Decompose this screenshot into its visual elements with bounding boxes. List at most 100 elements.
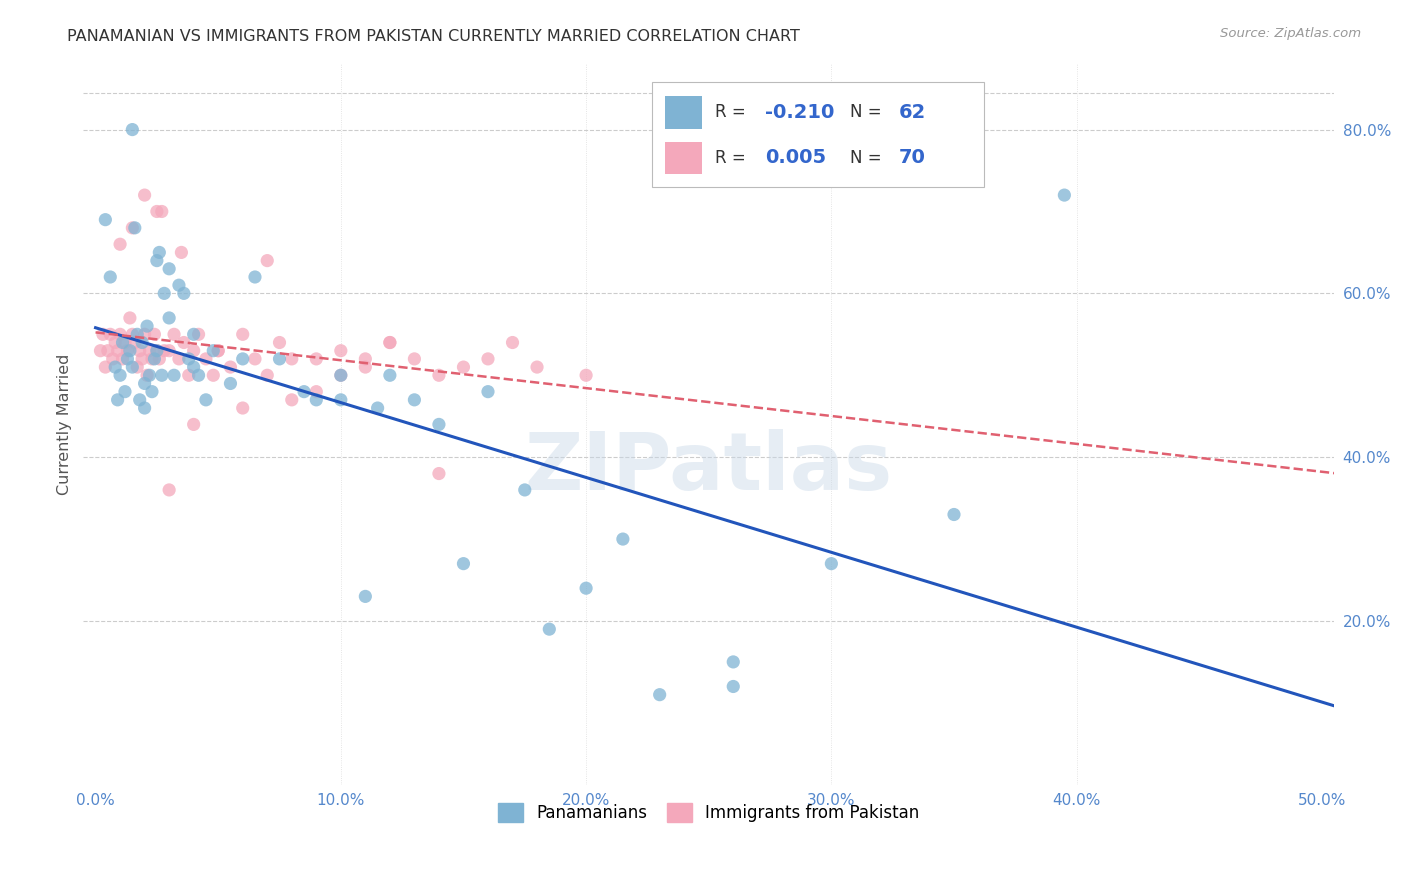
Point — [91, 327, 114, 342]
Point — [148, 351, 170, 366]
Text: R =: R = — [716, 103, 745, 121]
Point — [134, 327, 156, 342]
Point — [131, 351, 153, 366]
Point — [232, 327, 254, 342]
Point — [153, 343, 176, 358]
Point — [177, 351, 200, 366]
Point — [170, 245, 193, 260]
Bar — [665, 96, 703, 128]
Point — [427, 467, 450, 481]
Text: Source: ZipAtlas.com: Source: ZipAtlas.com — [1220, 27, 1361, 40]
Point — [150, 368, 173, 383]
Point — [329, 392, 352, 407]
Text: -0.210: -0.210 — [765, 103, 834, 122]
Point — [538, 622, 561, 636]
Point — [153, 286, 176, 301]
Point — [453, 360, 475, 375]
Text: 62: 62 — [898, 103, 927, 122]
Point — [107, 392, 129, 407]
Point — [138, 368, 160, 383]
Point — [94, 212, 117, 227]
Point — [114, 384, 136, 399]
Point — [502, 335, 524, 350]
Text: PANAMANIAN VS IMMIGRANTS FROM PAKISTAN CURRENTLY MARRIED CORRELATION CHART: PANAMANIAN VS IMMIGRANTS FROM PAKISTAN C… — [67, 29, 800, 44]
Point — [128, 392, 150, 407]
Point — [127, 360, 149, 375]
Point — [354, 590, 377, 604]
Point — [173, 286, 195, 301]
Text: N =: N = — [851, 149, 882, 167]
Point — [269, 335, 291, 350]
Point — [305, 351, 328, 366]
Point — [157, 343, 180, 358]
Point — [117, 343, 139, 358]
Point — [207, 343, 229, 358]
Point — [117, 351, 139, 366]
Point — [194, 351, 217, 366]
Point — [146, 253, 169, 268]
Point — [98, 327, 121, 342]
Point — [194, 392, 217, 407]
Point — [219, 376, 242, 391]
Point — [124, 335, 146, 350]
Text: N =: N = — [851, 103, 882, 121]
Text: 70: 70 — [898, 148, 925, 168]
Point — [513, 483, 536, 497]
Point — [256, 253, 278, 268]
Point — [378, 335, 401, 350]
Point — [723, 655, 745, 669]
Point — [136, 319, 159, 334]
FancyBboxPatch shape — [652, 82, 984, 186]
Point — [329, 343, 352, 358]
Point — [575, 581, 598, 595]
Point — [146, 343, 169, 358]
Point — [378, 368, 401, 383]
Point — [118, 343, 141, 358]
Point — [329, 368, 352, 383]
Point — [305, 384, 328, 399]
Point — [121, 327, 143, 342]
Point — [427, 417, 450, 432]
Point — [173, 335, 195, 350]
Point — [427, 368, 450, 383]
Point — [187, 368, 209, 383]
Point — [202, 343, 225, 358]
Text: 0.005: 0.005 — [765, 148, 827, 168]
Point — [232, 351, 254, 366]
Point — [183, 327, 205, 342]
Point — [127, 327, 149, 342]
Point — [136, 368, 159, 383]
Point — [256, 368, 278, 383]
Point — [146, 204, 169, 219]
Point — [404, 392, 426, 407]
Point — [98, 270, 121, 285]
Point — [107, 343, 129, 358]
Point — [183, 417, 205, 432]
Point — [167, 278, 190, 293]
Point — [121, 220, 143, 235]
Point — [177, 368, 200, 383]
Point — [723, 680, 745, 694]
Point — [187, 327, 209, 342]
Point — [820, 557, 842, 571]
Point — [232, 401, 254, 415]
Point — [354, 351, 377, 366]
Point — [207, 343, 229, 358]
Point — [243, 351, 266, 366]
Point — [163, 368, 186, 383]
Point — [292, 384, 315, 399]
Point — [157, 483, 180, 497]
Point — [131, 335, 153, 350]
Point — [281, 392, 304, 407]
Point — [108, 327, 131, 342]
Legend: Panamanians, Immigrants from Pakistan: Panamanians, Immigrants from Pakistan — [489, 795, 928, 830]
Point — [134, 401, 156, 415]
Point — [157, 310, 180, 325]
Point — [612, 532, 634, 546]
Point — [101, 351, 124, 366]
Point — [305, 392, 328, 407]
Point — [124, 220, 146, 235]
Point — [943, 508, 966, 522]
Point — [121, 360, 143, 375]
Text: R =: R = — [716, 149, 745, 167]
